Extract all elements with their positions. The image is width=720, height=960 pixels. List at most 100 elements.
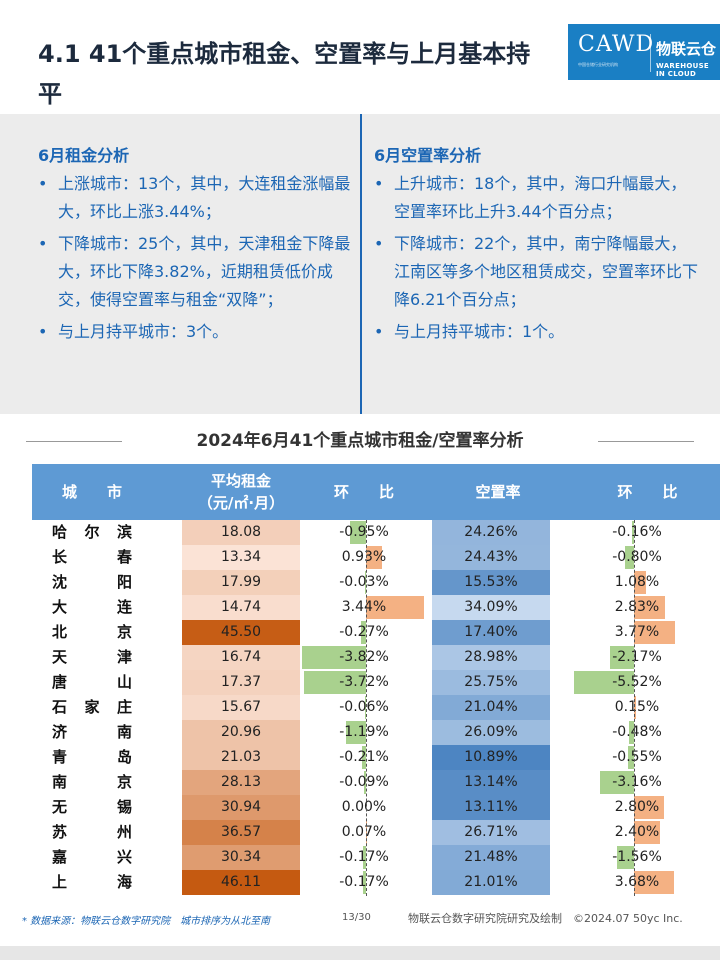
- rent-mom-value: -0.17%: [339, 874, 389, 890]
- bottom-band: [0, 946, 720, 960]
- table-row: 青岛 21.03 -0.21% 10.89% -0.55%: [32, 745, 720, 770]
- city-name: 哈尔滨: [52, 523, 133, 541]
- positive-bar: [634, 871, 674, 894]
- vac-mom-cell: -5.52%: [574, 670, 720, 695]
- negative-bar: [350, 521, 366, 544]
- rent-mom-value: 0.93%: [341, 549, 387, 565]
- vacancy-value: 34.09%: [432, 595, 550, 620]
- negative-bar: [610, 646, 634, 669]
- negative-bar: [346, 721, 366, 744]
- header-rent-mom: 环 比: [333, 483, 394, 501]
- vac-mom-value: -3.16%: [612, 774, 662, 790]
- rent-mom-value: 3.44%: [341, 599, 387, 615]
- positive-bar: [634, 621, 675, 644]
- vac-mom-value: 2.40%: [614, 824, 660, 840]
- vac-mom-value: 3.77%: [614, 624, 660, 640]
- rent-value: 17.37: [182, 670, 300, 695]
- table-row: 无锡 30.94 0.00% 13.11% 2.80%: [32, 795, 720, 820]
- table-row: 南京 28.13 -0.09% 13.14% -3.16%: [32, 770, 720, 795]
- table-row: 嘉兴 30.34 -0.17% 21.48% -1.56%: [32, 845, 720, 870]
- header-vac-mom: 环 比: [617, 483, 678, 501]
- positive-bar: [634, 596, 665, 619]
- rent-mom-cell: -0.09%: [298, 770, 432, 795]
- vac-mom-cell: 0.15%: [575, 695, 720, 720]
- page-number: 13/30: [342, 912, 371, 923]
- negative-bar: [574, 671, 634, 694]
- vac-mom-cell: 2.83%: [575, 595, 720, 620]
- negative-bar: [364, 771, 366, 794]
- rent-mom-axis: [366, 520, 367, 896]
- vacancy-value: 24.43%: [432, 545, 550, 570]
- negative-bar: [599, 771, 634, 794]
- rent-mom-value: -0.95%: [339, 524, 389, 540]
- vac-mom-cell: 2.40%: [575, 820, 720, 845]
- rent-value: 28.13: [182, 770, 300, 795]
- city-name: 嘉兴: [52, 848, 133, 866]
- rent-mom-value: -3.72%: [339, 674, 389, 690]
- vacancy-value: 25.75%: [432, 670, 550, 695]
- vac-mom-cell: -1.56%: [575, 845, 720, 870]
- positive-bar: [634, 571, 646, 594]
- vac-mom-cell: -2.17%: [575, 645, 720, 670]
- rent-value: 30.94: [182, 795, 300, 820]
- brand-logo: CAWD 中国仓储行业研究机构 物联云仓 WAREHOUSE IN CLOUD: [568, 24, 720, 80]
- rent-mom-value: -0.09%: [339, 774, 389, 790]
- negative-bar: [363, 846, 366, 869]
- rent-mom-value: -0.17%: [339, 849, 389, 865]
- vac-mom-cell: -0.16%: [575, 520, 720, 545]
- vac-mom-cell: -3.16%: [575, 770, 720, 795]
- vacancy-bullet: 下降城市：22个，其中，南宁降幅最大，江南区等多个地区租赁成交，空置率环比下降6…: [374, 230, 700, 314]
- title-rule-right: [598, 441, 694, 442]
- vac-mom-cell: 2.80%: [575, 795, 720, 820]
- positive-bar: [366, 546, 382, 569]
- negative-bar: [628, 721, 634, 744]
- negative-bar: [364, 696, 366, 719]
- rent-mom-cell: -3.72%: [298, 670, 432, 695]
- city-name: 大连: [52, 598, 133, 616]
- vac-mom-cell: 3.68%: [575, 870, 720, 895]
- negative-bar: [365, 571, 366, 594]
- city-name: 北京: [52, 623, 133, 641]
- cawd-logo-subtext: 中国仓储行业研究机构: [578, 62, 618, 67]
- table-row: 天津 16.74 -3.82% 28.98% -2.17%: [32, 645, 720, 670]
- title-rule-left: [26, 441, 122, 442]
- table-row: 石家庄 15.67 -0.06% 21.04% 0.15%: [32, 695, 720, 720]
- logo-divider: [650, 34, 651, 72]
- rent-value: 17.99: [182, 570, 300, 595]
- city-name: 无锡: [52, 798, 133, 816]
- vacancy-value: 26.71%: [432, 820, 550, 845]
- vac-mom-value: -0.80%: [612, 549, 662, 565]
- rent-mom-cell: -0.21%: [298, 745, 432, 770]
- vac-mom-cell: -0.80%: [575, 545, 720, 570]
- rent-value: 21.03: [182, 745, 300, 770]
- vac-mom-cell: -0.55%: [575, 745, 720, 770]
- rent-bullet: 与上月持平城市：3个。: [38, 318, 354, 346]
- city-name: 长春: [52, 548, 133, 566]
- rent-mom-cell: -0.03%: [298, 570, 432, 595]
- table-row: 济南 20.96 -1.19% 26.09% -0.48%: [32, 720, 720, 745]
- positive-bar: [634, 796, 665, 819]
- vacancy-bullet: 上升城市：18个，其中，海口升幅最大，空置率环比上升3.44个百分点；: [374, 170, 700, 226]
- vacancy-analysis-heading: 6月空置率分析: [374, 146, 482, 165]
- table-title-row: 2024年6月41个重点城市租金/空置率分析: [0, 426, 720, 456]
- table-header: 城 市 平均租金 （元/㎡·月） 环 比 空置率 环 比: [32, 464, 720, 520]
- vac-mom-value: -0.48%: [612, 724, 662, 740]
- city-name: 青岛: [52, 748, 133, 766]
- rent-value: 45.50: [182, 620, 300, 645]
- header-rent: 平均租金 （元/㎡·月）: [197, 472, 285, 512]
- city-name: 唐山: [52, 673, 133, 691]
- vacancy-analysis: 6月空置率分析 上升城市：18个，其中，海口升幅最大，空置率环比上升3.44个百…: [374, 142, 700, 350]
- credit-line: 物联云仓数字研究院研究及绘制 ©2024.07 50yc Inc.: [408, 912, 683, 925]
- negative-bar: [363, 871, 366, 894]
- rent-value: 13.34: [182, 545, 300, 570]
- rent-value: 30.34: [182, 845, 300, 870]
- rent-mom-cell: -0.27%: [298, 620, 432, 645]
- table-row: 苏州 36.57 0.07% 26.71% 2.40%: [32, 820, 720, 845]
- vacancy-value: 24.26%: [432, 520, 550, 545]
- city-name: 济南: [52, 723, 133, 741]
- rent-mom-value: 0.07%: [341, 824, 387, 840]
- rent-mom-cell: -3.82%: [298, 645, 432, 670]
- vac-mom-value: 2.83%: [614, 599, 660, 615]
- vac-mom-value: -5.52%: [612, 674, 662, 690]
- rent-mom-value: -0.21%: [339, 749, 389, 765]
